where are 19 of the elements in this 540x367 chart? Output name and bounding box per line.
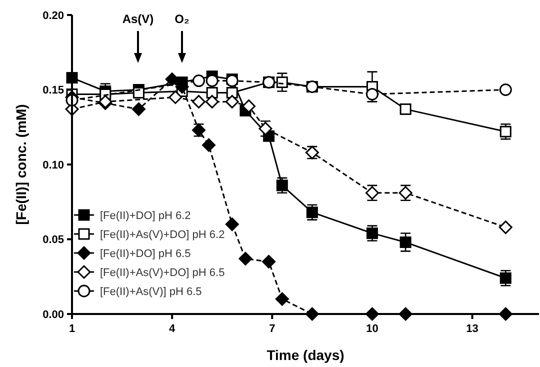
- legend-label: [Fe(II)+As(V)] pH 6.5: [100, 286, 202, 298]
- x-tick-label: 1: [68, 323, 76, 335]
- legend-label: [Fe(II)+DO] pH 6.5: [100, 248, 191, 260]
- y-tick-label: 0.05: [42, 234, 64, 246]
- y-axis-title: [Fe(II)] conc. (mM): [13, 104, 29, 225]
- y-tick-label: 0.00: [42, 308, 64, 321]
- x-tick-label: 4: [169, 323, 176, 335]
- annotation: O₂: [174, 12, 190, 26]
- y-tick-label: 0.10: [42, 159, 64, 172]
- legend-label: [Fe(II)+As(V)+DO] pH 6.5: [100, 266, 225, 279]
- x-tick-label: 10: [366, 323, 378, 335]
- annotation: As(V): [122, 12, 154, 26]
- legend-label: [Fe(II)+DO] pH 6.2: [100, 210, 191, 222]
- x-tick-label: 13: [466, 323, 478, 335]
- x-axis-title: Time (days): [266, 347, 344, 363]
- legend-label: [Fe(II)+As(V)+DO] pH 6.2: [100, 228, 225, 241]
- y-tick-label: 0.15: [42, 84, 64, 97]
- y-tick-label: 0.20: [42, 10, 64, 22]
- x-tick-label: 7: [269, 323, 276, 335]
